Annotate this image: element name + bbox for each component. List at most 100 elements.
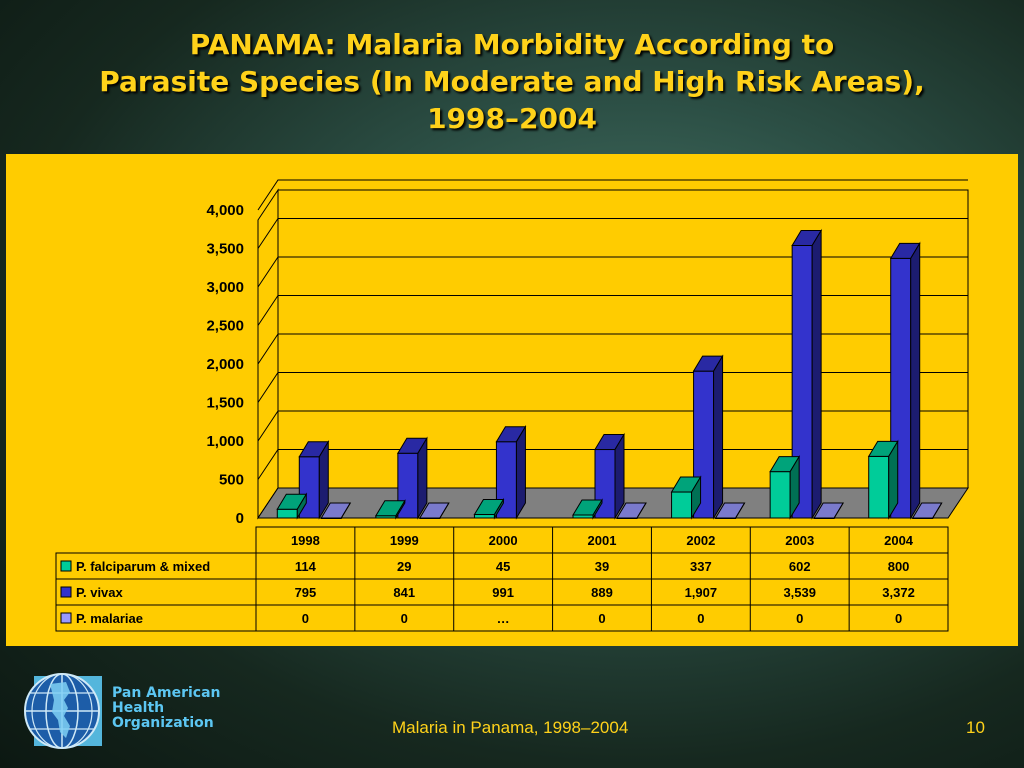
data-label: 841 (393, 585, 415, 600)
data-label: 337 (690, 559, 712, 574)
globe-logo-icon (24, 673, 102, 749)
bar-side (340, 502, 351, 519)
bar-side (932, 502, 943, 519)
gridline (257, 449, 968, 480)
bar-side (395, 498, 406, 520)
bar-side (811, 228, 822, 520)
x-category-label: 1999 (390, 533, 419, 548)
bar-chart: 0 500 1,000 1,500 2,000 2,500 3,000 3,500 4,000 1… (55, 179, 969, 632)
bar-side (888, 439, 899, 520)
legend-series-name: P. malariae (76, 611, 143, 626)
chart-panel: 0 500 1,000 1,500 2,000 2,500 3,000 3,500 4,000 1… (6, 154, 1018, 646)
legend-series-name: P. vivax (76, 585, 124, 600)
bar (298, 439, 330, 520)
bar-side (296, 492, 307, 520)
bar (320, 502, 352, 519)
bar (813, 502, 845, 519)
slide-title: PANAMA: Malaria Morbidity According to P… (0, 26, 1024, 137)
data-label: 991 (492, 585, 514, 600)
bar-front (473, 514, 495, 519)
bar-side (417, 436, 428, 520)
y-tick-label: 1,000 (206, 433, 244, 450)
data-label: 0 (697, 611, 704, 626)
data-label: … (497, 611, 510, 626)
bar (769, 454, 801, 520)
bar-side (713, 354, 724, 520)
bar-front (276, 508, 298, 519)
bar (418, 502, 450, 519)
title-line-1: PANAMA: Malaria Morbidity According to (189, 28, 835, 61)
legend-series-name: P. falciparum & mixed (76, 559, 210, 574)
bar (473, 497, 505, 520)
data-label: 800 (888, 559, 910, 574)
title-line-3: 1998–2004 (427, 102, 597, 135)
bar (670, 475, 702, 520)
bar-side (515, 424, 526, 520)
bar-front (868, 455, 890, 519)
bar-front (671, 491, 693, 519)
bar (714, 502, 746, 519)
bar (616, 502, 647, 519)
bar-side (318, 439, 329, 520)
gridline (257, 333, 968, 365)
legend-swatch (60, 586, 72, 598)
x-category-label: 2003 (785, 533, 814, 548)
y-tick-label: 2,000 (206, 356, 244, 373)
bars (276, 228, 943, 520)
gridline (257, 372, 968, 403)
bar-side (614, 432, 625, 520)
bar (276, 492, 308, 520)
y-tick-label: 3,000 (206, 279, 244, 296)
y-tick-label: 500 (219, 472, 244, 489)
data-label: 1,907 (685, 585, 718, 600)
x-category-label: 2002 (686, 533, 715, 548)
bar (495, 424, 527, 520)
bar (911, 502, 943, 519)
bar (374, 498, 406, 520)
data-label: 0 (598, 611, 605, 626)
title-line-2: Parasite Species (In Moderate and High R… (99, 65, 925, 98)
data-label: 0 (895, 611, 902, 626)
org-name-line-1: Pan American (112, 685, 221, 701)
bar-side (439, 502, 450, 519)
y-tick-label: 0 (236, 510, 244, 527)
data-label: 602 (789, 559, 811, 574)
data-label: 889 (591, 585, 613, 600)
bar (867, 439, 899, 520)
data-table: 1998 1999 2000 2001 2002 2003 2004 P. falciparu… (55, 526, 949, 632)
x-category-label: 2004 (884, 533, 914, 548)
bar (889, 241, 921, 520)
x-category-label: 2000 (489, 533, 518, 548)
org-name-line-3: Organization (112, 715, 214, 731)
gridline (257, 295, 968, 326)
data-label: 114 (295, 559, 317, 574)
organization-name: Pan American Health Organization (112, 686, 221, 731)
bar-side (789, 454, 800, 520)
gridline (257, 410, 968, 442)
footer-caption: Malaria in Panama, 1998–2004 (392, 718, 629, 737)
bar-side (735, 502, 746, 519)
gridline (257, 218, 968, 249)
gridline (257, 179, 968, 211)
data-label: 3,372 (882, 585, 915, 600)
data-label: 29 (397, 559, 411, 574)
y-tick-label: 2,500 (206, 318, 244, 335)
gridline (257, 256, 968, 288)
bar (572, 498, 603, 520)
bar-side (636, 502, 647, 519)
y-tick-label: 4,000 (206, 202, 244, 219)
bar-side (493, 497, 504, 520)
page-number: 10 (966, 718, 985, 737)
bar-side (691, 475, 702, 520)
bar-side (910, 241, 921, 520)
y-tick-label: 3,500 (206, 241, 244, 258)
x-category-label: 1998 (291, 533, 320, 548)
y-tick-label: 1,500 (206, 395, 244, 412)
legend-swatch (60, 612, 72, 624)
bar-front (769, 471, 791, 519)
legend-swatch (60, 560, 72, 572)
bar-side (592, 498, 603, 520)
data-label: 795 (295, 585, 317, 600)
chart-side-wall (257, 188, 279, 520)
data-label: 0 (302, 611, 309, 626)
